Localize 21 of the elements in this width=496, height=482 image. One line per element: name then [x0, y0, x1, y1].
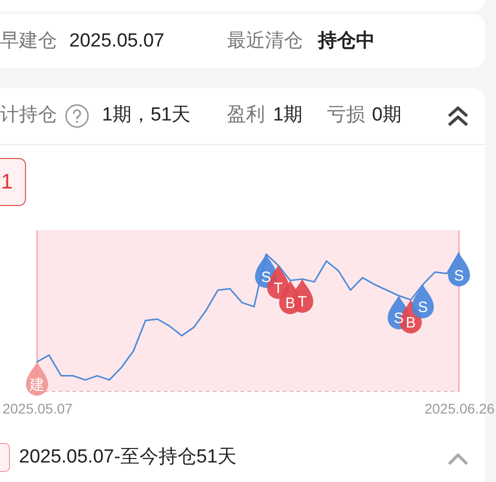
- series-label: T: [274, 280, 283, 297]
- series-label: B: [285, 295, 296, 312]
- x-tick-label: 2025.05.07: [2, 400, 73, 416]
- series-label: 建: [28, 376, 44, 394]
- text: 亏损: [327, 104, 365, 128]
- text: S: [261, 268, 272, 286]
- x-tick-label: 2025.06.26: [424, 400, 495, 416]
- text: 持仓中: [318, 30, 375, 54]
- series-label: S: [454, 267, 464, 284]
- text: 1: [1, 169, 13, 195]
- text: 盈利: [227, 104, 265, 128]
- text: 计持仓: [0, 104, 57, 128]
- text: 1期: [273, 104, 303, 128]
- text: B: [406, 314, 416, 332]
- text: S: [418, 299, 428, 316]
- text: 早建仓 2025.05.07: [0, 30, 164, 52]
- text: 2025.05.07-至今持仓51天: [19, 446, 237, 470]
- text: 0期: [372, 104, 402, 128]
- text: T: [298, 294, 307, 311]
- text: 1期，51天: [102, 104, 191, 128]
- text: 最近清仓: [227, 30, 303, 54]
